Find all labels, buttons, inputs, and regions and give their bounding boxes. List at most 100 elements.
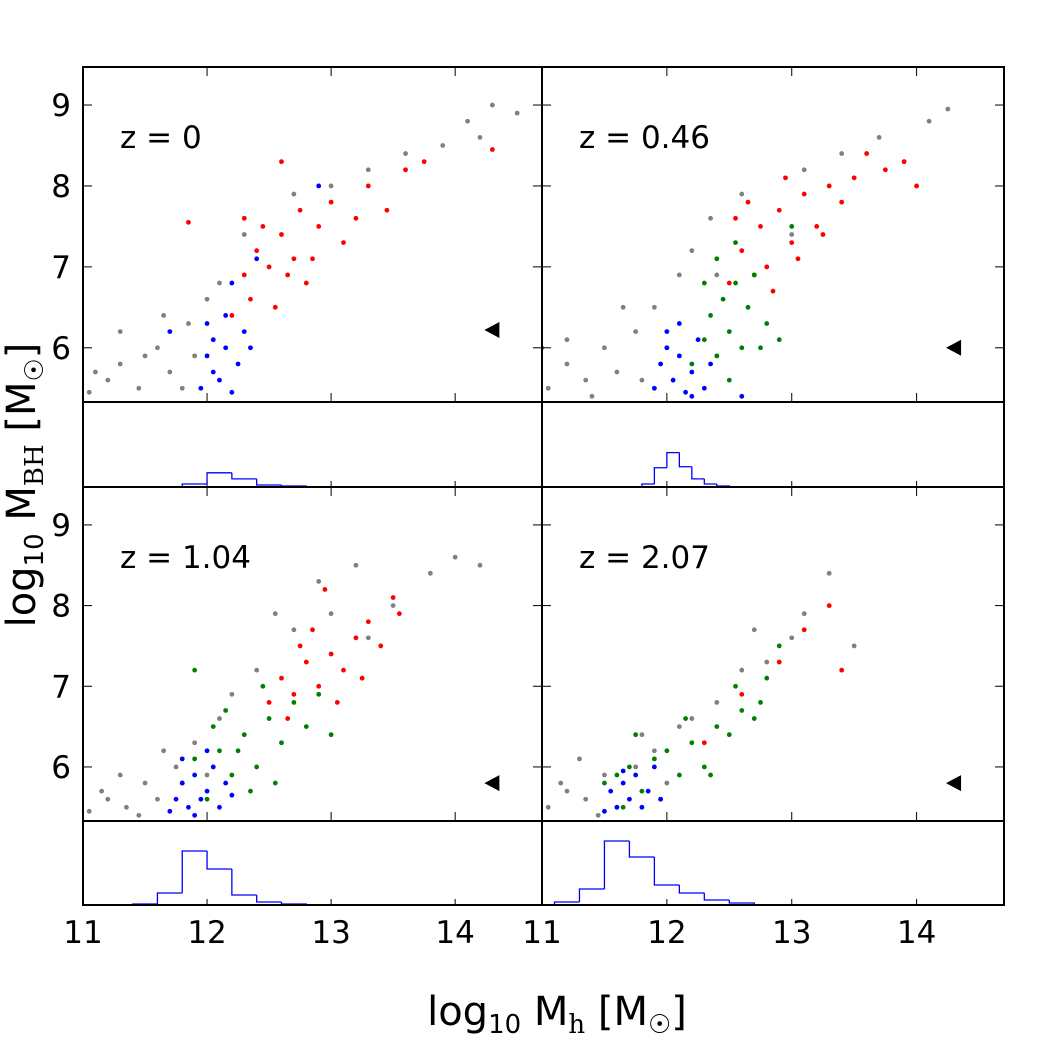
scatter-point [279, 675, 284, 681]
scatter-point [739, 667, 745, 673]
scatter-point [714, 272, 720, 278]
scatter-point [739, 345, 745, 351]
scatter-point [266, 716, 272, 721]
histogram-step [181, 850, 208, 893]
scatter-point [223, 708, 229, 713]
scatter-point [155, 796, 160, 802]
scatter-point [254, 764, 260, 770]
scatter-point [229, 389, 235, 395]
scatter-point [452, 554, 458, 560]
label-part: log [427, 989, 488, 1035]
scatter-point [353, 215, 359, 221]
scatter-point [839, 667, 845, 673]
scatter-point [595, 812, 601, 818]
x-tick-label: 12 [187, 915, 226, 951]
scatter-point [210, 764, 216, 770]
scatter-point [248, 788, 253, 794]
scatter-point [714, 700, 720, 705]
scatter-point [136, 385, 142, 391]
histogram-step [653, 467, 667, 484]
marker [484, 321, 500, 338]
scatter-point [926, 118, 932, 124]
scatter-point [291, 700, 297, 705]
scatter-point [303, 724, 309, 730]
scatter-point [602, 345, 607, 351]
scatter-point [820, 232, 826, 237]
scatter-point [365, 635, 371, 641]
x-tick-label: 11 [522, 915, 561, 951]
scatter-point [303, 659, 309, 665]
scatter-point [627, 796, 632, 802]
label-part: [M [585, 989, 648, 1035]
scatter-point [826, 603, 832, 608]
scatter-point [639, 788, 645, 794]
plot-frame [82, 66, 543, 403]
x-tick-label: 14 [435, 915, 474, 951]
label-part: BH [20, 444, 50, 486]
scatter-point [708, 215, 713, 221]
hist-frame [82, 401, 543, 488]
scatter-point [427, 570, 433, 576]
annotation: z = 2.07 [579, 540, 710, 576]
scatter-point [814, 224, 820, 229]
scatter-point [186, 804, 191, 810]
x-tick-label: 13 [772, 915, 811, 951]
scatter-point [105, 377, 111, 383]
scatter-point [229, 691, 235, 697]
scatter-point [801, 611, 807, 617]
histogram-step [206, 472, 232, 484]
scatter-point [826, 570, 832, 576]
scatter-point [758, 700, 763, 705]
scatter-point [328, 611, 334, 617]
histogram-step [691, 466, 705, 480]
scatter-point [876, 134, 882, 140]
scatter-point [279, 159, 284, 165]
annotation: z = 0.46 [579, 120, 710, 156]
scatter-point [739, 393, 745, 399]
histogram-step [703, 893, 730, 901]
scatter-point [210, 337, 216, 343]
scatter-point [633, 772, 639, 778]
scatter-point [676, 724, 682, 730]
x-tick-label: 12 [647, 915, 686, 951]
histogram-step [641, 483, 655, 487]
scatter-point [489, 147, 495, 152]
scatter-point [776, 659, 782, 665]
scatter-point [310, 256, 315, 262]
scatter-point [378, 643, 384, 649]
scatter-point [726, 329, 732, 335]
scatter-point [204, 788, 210, 794]
plot-frame [82, 486, 543, 822]
scatter-point [739, 691, 745, 697]
scatter-point [851, 643, 857, 649]
histogram-step [678, 452, 692, 468]
scatter-point [365, 183, 371, 189]
scatter-point [620, 768, 626, 774]
scatter-point [651, 756, 657, 762]
scatter-point [689, 716, 695, 721]
scatter-point [328, 183, 334, 189]
scatter-point [733, 215, 738, 221]
scatter-point [764, 264, 770, 270]
histogram-step [578, 888, 605, 902]
scatter-point [210, 369, 216, 375]
scatter-point [204, 796, 210, 802]
scatter-point [341, 667, 346, 673]
scatter-point [117, 772, 123, 778]
scatter-point [291, 191, 297, 197]
scatter-point [403, 151, 408, 156]
scatter-point [776, 207, 782, 213]
scatter-point [801, 191, 807, 197]
scatter-point [477, 134, 483, 140]
label-part: log [0, 566, 45, 627]
scatter-point [241, 732, 247, 738]
scatter-point [477, 562, 483, 568]
scatter-point [583, 796, 589, 802]
scatter-point [645, 788, 651, 794]
scatter-point [241, 232, 247, 237]
scatter-point [651, 304, 657, 310]
scatter-point [689, 248, 695, 254]
scatter-point [789, 232, 795, 237]
scatter-point [701, 740, 707, 746]
scatter-point [248, 345, 253, 351]
